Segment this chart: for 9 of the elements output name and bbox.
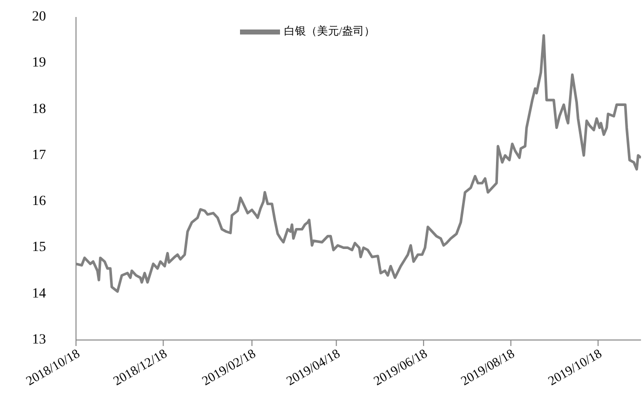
- y-tick-label: 14: [32, 286, 46, 302]
- y-tick-label: 18: [32, 102, 46, 117]
- legend-label: 白银（美元/盎司）: [284, 26, 376, 38]
- y-tick-label: 19: [32, 56, 46, 71]
- y-tick-label: 15: [32, 240, 46, 256]
- y-tick-label: 20: [32, 10, 46, 24]
- y-tick-label: 13: [32, 332, 46, 348]
- y-tick-label: 16: [32, 194, 46, 210]
- y-tick-label: 17: [32, 148, 46, 163]
